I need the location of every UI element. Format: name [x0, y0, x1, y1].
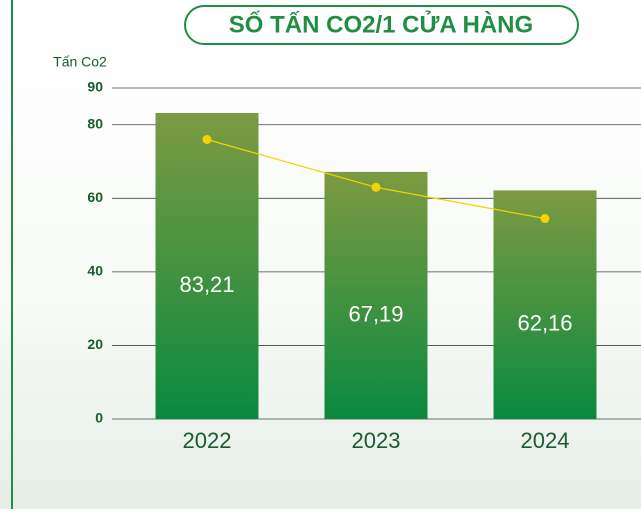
trend-point [371, 182, 381, 192]
y-axis-label: Tấn Co2 [53, 54, 107, 70]
value-label: 62,16 [517, 311, 572, 336]
trend-point [540, 214, 550, 224]
y-tick-label: 20 [87, 336, 103, 352]
title-pill [184, 5, 579, 45]
y-tick-label: 80 [87, 115, 103, 131]
x-tick-label: 2022 [183, 428, 232, 453]
y-tick-label: 40 [87, 263, 103, 279]
y-tick-label: 60 [87, 189, 103, 205]
bar [155, 112, 259, 420]
value-label: 67,19 [348, 301, 403, 326]
trend-point [202, 134, 212, 144]
chart-title: SỐ TẤN CO2/1 CỬA HÀNG [229, 9, 533, 38]
bar [324, 171, 428, 419]
bar [493, 190, 597, 419]
x-tick-label: 2023 [352, 428, 401, 453]
value-label: 83,21 [179, 272, 234, 297]
y-tick-label: 0 [95, 410, 103, 426]
y-tick-label: 90 [87, 79, 103, 95]
x-tick-label: 2024 [521, 428, 570, 453]
